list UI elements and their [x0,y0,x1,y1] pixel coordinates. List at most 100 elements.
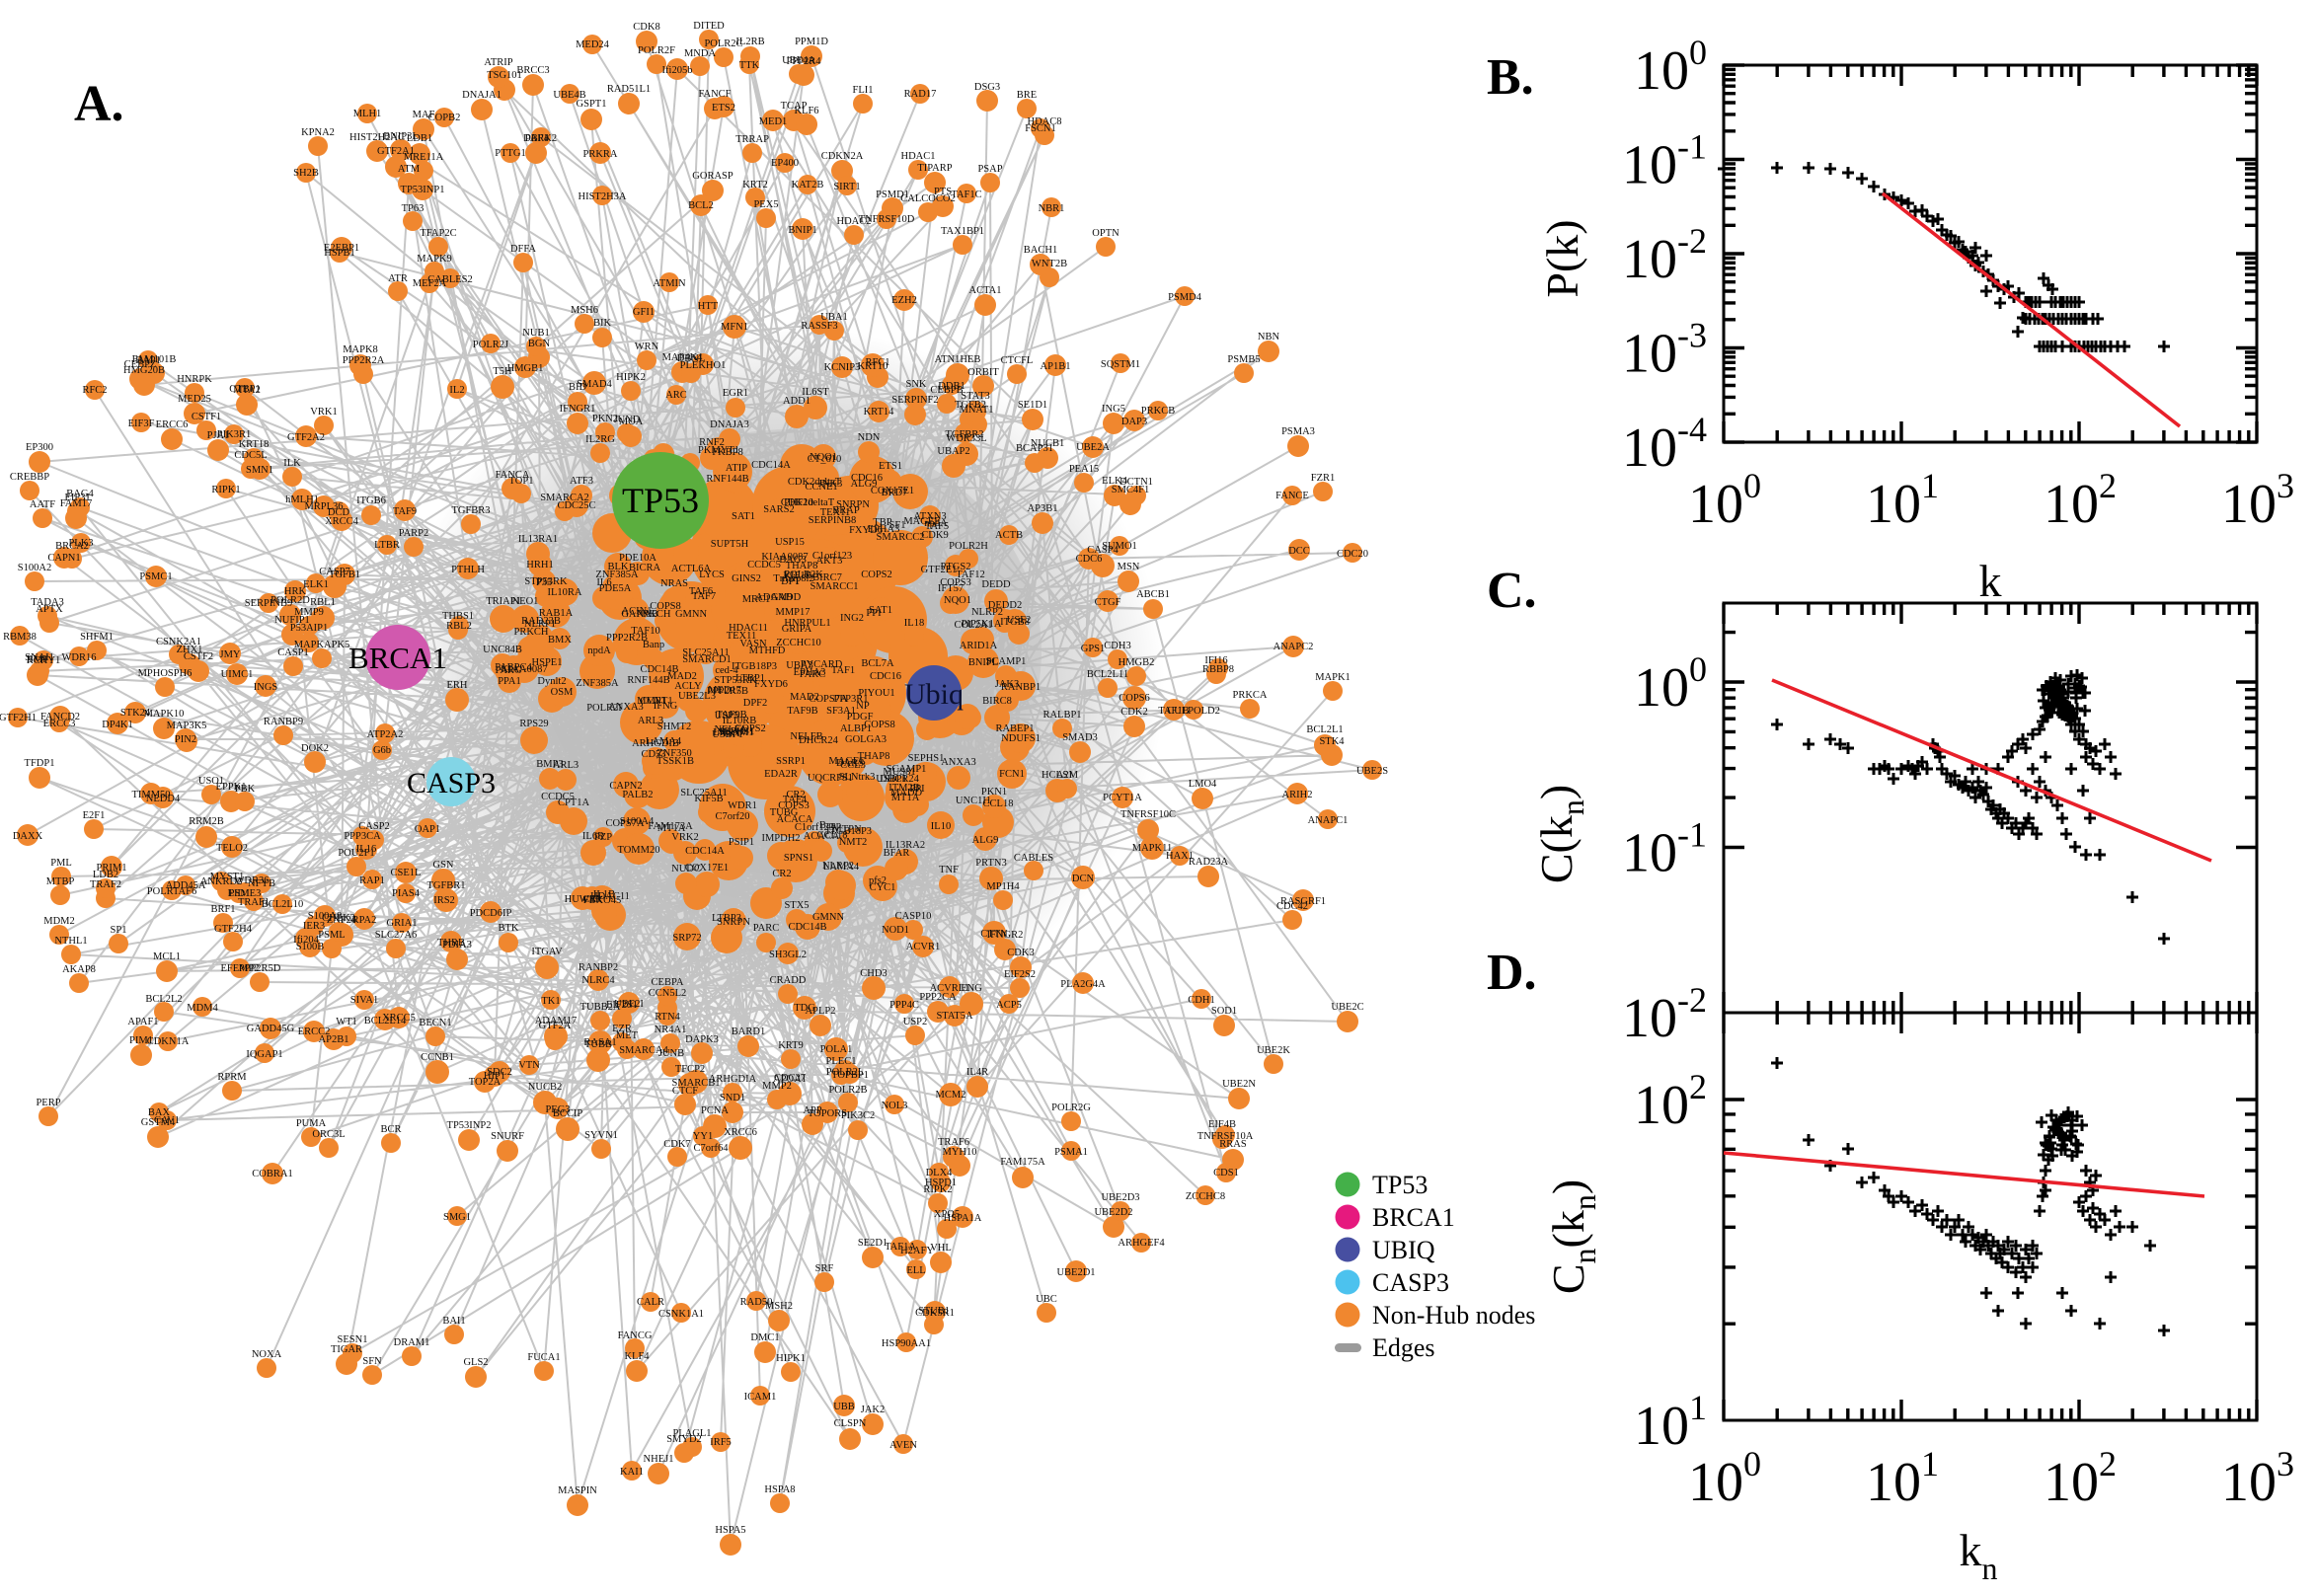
svg-text:PERP: PERP [36,1098,60,1108]
svg-text:NELFA: NELFA [714,724,746,735]
svg-text:BCL2: BCL2 [688,200,714,211]
svg-text:EZR: EZR [612,1024,632,1034]
svg-text:COPS7A: COPS7A [809,694,848,705]
svg-text:SYVN1: SYVN1 [584,1130,618,1141]
svg-text:GINS2: GINS2 [732,573,761,584]
svg-text:TP53: TP53 [1372,1171,1428,1199]
svg-text:SH3GL2: SH3GL2 [769,950,807,960]
svg-text:TNF: TNF [939,865,959,875]
svg-text:TFAP2C: TFAP2C [420,228,456,239]
svg-text:PLAGL1: PLAGL1 [672,1428,711,1439]
svg-text:MAD2: MAD2 [667,671,697,682]
svg-text:CTGF: CTGF [1095,597,1121,608]
svg-text:ELK1: ELK1 [303,579,329,590]
svg-text:ITGB18P3: ITGB18P3 [732,661,777,672]
svg-text:RBM38: RBM38 [3,632,37,643]
svg-text:RCHY1: RCHY1 [27,655,60,666]
svg-text:HCLS1: HCLS1 [1042,770,1073,781]
svg-text:UBB: UBB [833,1402,855,1412]
svg-text:SERPINB9: SERPINB9 [245,598,292,609]
svg-text:SAT1: SAT1 [732,511,755,522]
svg-text:POLR2B: POLR2B [828,1085,867,1096]
svg-text:CR2: CR2 [772,869,791,879]
svg-text:XRCC4: XRCC4 [325,516,359,527]
svg-text:A.: A. [74,76,124,132]
svg-text:COPS7A: COPS7A [605,818,645,829]
svg-text:UQCRFS1: UQCRFS1 [808,773,853,784]
svg-text:TUBB: TUBB [584,1039,612,1050]
svg-text:POLR2F: POLR2F [638,45,675,56]
svg-text:ACIN1: ACIN1 [622,606,653,617]
svg-text:TK1: TK1 [541,996,560,1007]
svg-text:NLRC4: NLRC4 [581,975,615,986]
svg-text:ANAPC2: ANAPC2 [1274,642,1314,652]
svg-text:SERPINB8: SERPINB8 [809,515,856,526]
svg-text:NELFB: NELFB [790,731,822,742]
svg-text:PKN2: PKN2 [592,414,618,424]
svg-text:ABCB1: ABCB1 [1136,589,1170,600]
svg-text:MNAT1: MNAT1 [959,405,993,416]
svg-text:TRAF1: TRAF1 [238,897,270,908]
svg-text:RASA1: RASA1 [583,1037,616,1048]
svg-text:MYST1: MYST1 [210,872,244,882]
svg-text:PZP: PZP [594,832,612,843]
svg-text:JUND: JUND [614,415,641,425]
svg-text:FAM173A: FAM173A [648,821,693,832]
svg-text:HUWE1: HUWE1 [565,894,601,905]
svg-text:MEF2A: MEF2A [413,278,447,289]
svg-text:TIPARP: TIPARP [917,163,952,174]
svg-text:MED24: MED24 [576,39,610,50]
svg-text:SF3A1: SF3A1 [826,706,856,717]
svg-text:CCNB1: CCNB1 [421,1052,454,1063]
svg-text:JAK3: JAK3 [995,679,1020,690]
svg-text:PSIP1: PSIP1 [729,837,754,848]
svg-text:PABPC4: PABPC4 [495,662,532,673]
svg-text:PSMA1: PSMA1 [1054,1147,1088,1158]
svg-text:ZNF385A: ZNF385A [576,678,619,689]
svg-text:INGS: INGS [254,682,278,693]
svg-text:GTF2H1: GTF2H1 [0,713,37,723]
svg-text:EPPK1: EPPK1 [216,782,247,793]
svg-text:GSN: GSN [432,860,453,871]
svg-text:FAM175A: FAM175A [1000,1157,1045,1168]
svg-text:ERCC6: ERCC6 [156,419,189,430]
svg-text:ACACA: ACACA [804,831,840,842]
svg-text:CDK2deltaT: CDK2deltaT [788,477,842,488]
svg-text:NEDD4: NEDD4 [146,794,181,804]
svg-text:PSME3: PSME3 [229,888,262,899]
svg-text:HMGB2: HMGB2 [1119,657,1155,668]
svg-text:HDAC11: HDAC11 [590,891,630,902]
svg-text:RRAS: RRAS [1219,1139,1247,1150]
svg-text:PHF10: PHF10 [784,497,813,508]
svg-text:PRKCB: PRKCB [1141,406,1175,417]
svg-text:LDB1: LDB1 [407,133,432,144]
svg-text:TCAP: TCAP [781,101,808,112]
svg-text:PIK3C2: PIK3C2 [841,1110,875,1121]
svg-text:PEA15: PEA15 [1069,464,1099,475]
svg-text:G6b: G6b [373,745,391,756]
svg-text:SERPINF2: SERPINF2 [891,395,938,406]
svg-text:VRK1: VRK1 [310,407,337,418]
svg-text:EIF2S1: EIF2S1 [606,1000,638,1011]
svg-text:POLR2L: POLR2L [826,1067,865,1078]
svg-text:CSTF1: CSTF1 [192,412,221,422]
svg-text:HSP90AA1: HSP90AA1 [882,1338,931,1349]
svg-text:CDC14B: CDC14B [640,664,678,675]
svg-text:MLH1: MLH1 [353,109,382,119]
svg-text:MED1: MED1 [759,116,788,127]
svg-text:LDB2: LDB2 [93,870,118,880]
svg-text:PDIA3: PDIA3 [442,940,472,950]
svg-text:IRS2: IRS2 [433,895,455,906]
svg-text:IFNG: IFNG [654,701,678,712]
svg-text:IL2RG: IL2RG [585,434,615,445]
svg-text:ENG: ENG [961,983,982,994]
svg-text:UNC1I1: UNC1I1 [956,796,991,806]
svg-text:HSPD1: HSPD1 [925,1178,957,1188]
svg-text:SEPHS1: SEPHS1 [719,726,755,737]
svg-text:MPHOSPH6: MPHOSPH6 [138,668,193,679]
svg-text:NQO1: NQO1 [810,452,837,463]
svg-text:MRPL36: MRPL36 [304,501,343,512]
svg-text:UBE2I: UBE2I [614,999,644,1010]
svg-text:SHMT2: SHMT2 [657,722,691,732]
svg-text:SMARCA4: SMARCA4 [619,1045,668,1056]
